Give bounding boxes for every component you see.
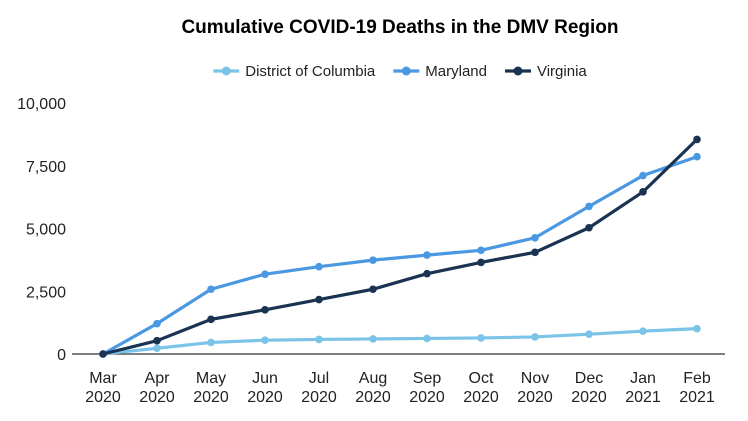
x-tick-month: Feb [683,370,711,387]
legend-label: District of Columbia [245,63,376,80]
legend: District of Columbia Maryland Virginia [213,63,587,80]
data-point [585,330,593,338]
data-point [693,135,701,144]
data-point [423,251,431,259]
x-tick-month: Apr [145,370,171,387]
data-point [531,333,539,341]
series-line [101,137,699,356]
plot-area [99,135,701,358]
legend-label: Virginia [537,63,587,80]
x-tick-year: 2020 [355,389,391,406]
data-point [585,202,593,211]
data-point [369,256,377,264]
data-point [207,338,215,347]
x-tick-label: Jul 2020 [301,370,337,406]
data-point [693,152,701,161]
data-point [639,171,647,180]
x-tick-label: Sep 2020 [409,370,445,406]
data-point [207,315,215,324]
data-point [477,246,485,255]
x-tick-label: Feb 2021 [679,370,715,406]
x-tick-year: 2020 [139,389,175,406]
data-point [315,335,323,344]
chart-title: Cumulative COVID-19 Deaths in the DMV Re… [181,17,618,38]
y-tick-label: 5,000 [26,222,66,239]
data-point [261,336,269,344]
data-point [153,344,161,353]
series-line [101,327,699,356]
x-tick-label: Dec 2020 [571,370,607,406]
data-point [585,223,593,232]
data-point [531,233,539,242]
series-1 [99,152,701,358]
legend-dot-marker [513,66,523,76]
data-point [423,269,431,278]
y-tick-label: 10,000 [17,96,66,113]
x-tick-label: Jan 2021 [625,370,661,406]
x-tick-year: 2020 [85,389,121,406]
legend-item: District of Columbia [213,63,376,80]
x-tick-month: Jul [309,370,329,387]
y-tick-label: 0 [57,347,66,364]
x-tick-label: Oct 2020 [463,370,499,406]
x-tick-label: Nov 2020 [517,370,553,406]
x-tick-label: Jun 2020 [247,370,283,406]
x-tick-year: 2021 [625,389,661,406]
x-tick-month: Dec [575,370,603,387]
data-point [639,327,647,335]
data-point [99,350,107,358]
legend-label: Maryland [425,63,487,80]
x-tick-month: Nov [521,370,549,387]
x-tick-year: 2020 [463,389,499,406]
x-tick-month: Oct [469,370,494,387]
x-axis: Mar 2020 Apr 2020 May 2020 Jun 2020 Jul 2020 Aug 20… [72,353,725,406]
data-point [369,285,377,294]
data-point [153,319,161,328]
data-point [639,188,647,196]
x-tick-month: Sep [413,370,442,387]
x-tick-year: 2021 [679,389,715,406]
x-tick-month: Mar [89,370,117,387]
x-tick-month: May [196,370,226,387]
legend-dot-marker [221,66,231,76]
legend-item: Virginia [504,63,587,80]
x-tick-month: Jun [252,370,278,387]
y-tick-label: 2,500 [26,284,66,301]
x-tick-label: Aug 2020 [355,370,391,406]
data-point [315,262,323,271]
data-point [531,248,539,257]
x-tick-month: Jan [630,370,656,387]
legend-item: Maryland [393,63,487,80]
series-line [101,155,699,356]
data-point [261,270,269,278]
x-tick-label: Apr 2020 [139,370,175,406]
data-point [153,336,161,345]
x-tick-year: 2020 [571,389,607,406]
data-point [477,334,485,342]
x-tick-year: 2020 [247,389,283,406]
series-2 [99,135,701,358]
x-tick-year: 2020 [193,389,229,406]
data-point [369,335,377,343]
x-tick-label: Mar 2020 [85,370,121,406]
data-point [693,324,701,333]
x-tick-year: 2020 [517,389,553,406]
y-tick-label: 7,500 [26,159,66,176]
data-point [261,306,269,314]
x-tick-label: May 2020 [193,370,229,406]
data-point [477,258,485,267]
data-point [423,334,431,343]
data-point [315,295,323,304]
x-tick-year: 2020 [301,389,337,406]
x-tick-month: Aug [359,370,387,387]
series-0 [99,324,701,358]
y-axis: 0 2,500 5,000 7,500 10,000 [17,96,66,364]
legend-dot-marker [401,66,411,76]
data-point [207,285,215,294]
x-tick-year: 2020 [409,389,445,406]
